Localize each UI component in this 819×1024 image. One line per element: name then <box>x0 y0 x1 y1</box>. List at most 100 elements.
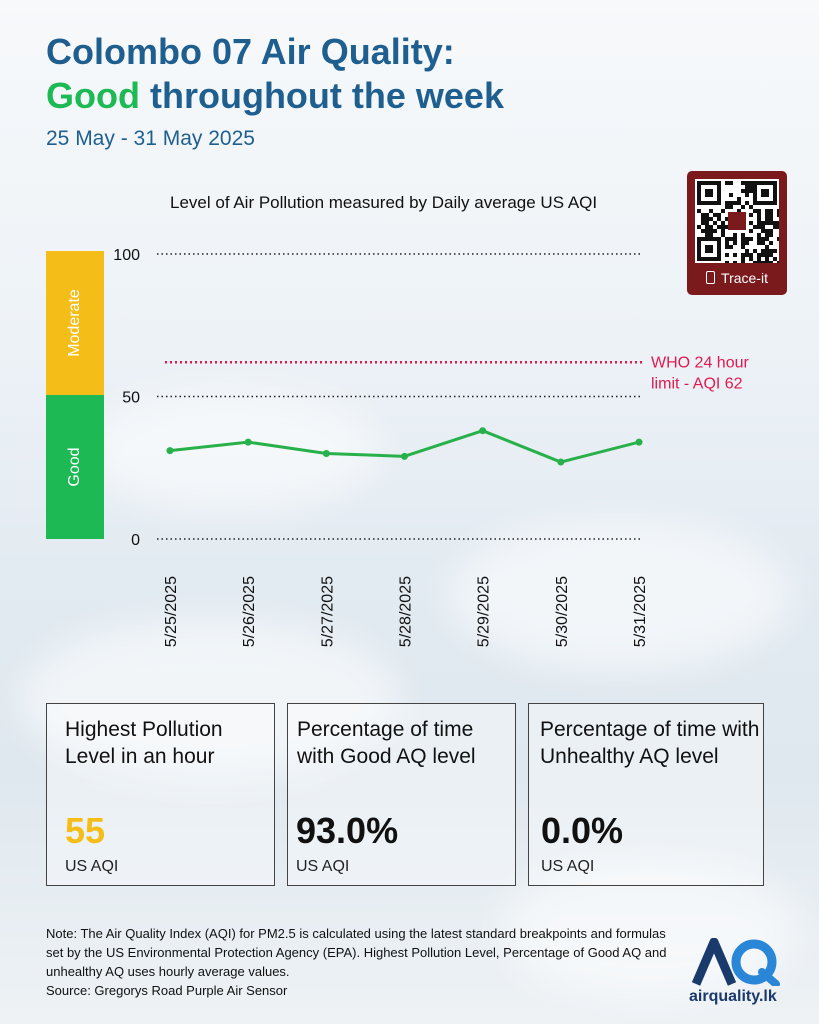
qr-module <box>729 201 733 205</box>
qr-module <box>725 181 729 185</box>
qr-module <box>741 189 745 193</box>
airquality-logo[interactable] <box>691 937 780 991</box>
data-point <box>479 427 487 435</box>
qr-module <box>728 212 746 230</box>
data-point <box>635 438 643 446</box>
y-tick-label: 100 <box>113 247 140 264</box>
qr-module <box>741 205 745 209</box>
chart-title: Level of Air Pollution measured by Daily… <box>170 193 598 212</box>
qr-module <box>745 193 749 197</box>
page-title: Colombo 07 Air Quality: Good throughout … <box>46 30 504 118</box>
qr-label-text: Trace-it <box>721 270 768 286</box>
qr-module <box>705 221 709 225</box>
qr-module <box>761 253 765 257</box>
title-good-word: Good <box>46 75 140 116</box>
qr-module <box>749 221 753 225</box>
stat-heading: Percentage of time with Unhealthy AQ lev… <box>540 718 760 768</box>
qr-module <box>717 225 721 229</box>
qr-module <box>757 241 761 245</box>
qr-module <box>709 217 713 221</box>
qr-module <box>729 237 733 241</box>
qr-module <box>773 257 777 261</box>
qr-module <box>741 245 745 249</box>
x-tick-label: 5/31/2025 <box>632 576 649 647</box>
qr-module <box>725 201 729 205</box>
qr-module <box>769 213 773 217</box>
x-tick-label: 5/29/2025 <box>476 576 493 647</box>
footer-note: Note: The Air Quality Index (AQI) for PM… <box>46 924 686 1000</box>
qr-module <box>705 233 709 237</box>
qr-module <box>737 197 741 201</box>
x-tick-label: 5/30/2025 <box>554 576 571 647</box>
qr-module <box>753 225 757 229</box>
qr-module <box>733 233 737 237</box>
qr-module <box>721 209 725 213</box>
x-tick-label: 5/27/2025 <box>319 576 336 647</box>
qr-module <box>761 241 765 245</box>
qr-module <box>769 221 773 225</box>
qr-module <box>761 249 765 253</box>
data-point <box>401 452 408 460</box>
qr-module <box>705 229 709 233</box>
qr-module <box>745 241 749 245</box>
qr-module <box>765 209 769 213</box>
stat-unit: US AQI <box>296 858 350 875</box>
qr-module <box>757 209 761 213</box>
x-tick-label: 5/26/2025 <box>241 576 258 647</box>
qr-module <box>733 201 737 205</box>
qr-module <box>725 237 729 241</box>
qr-module <box>769 217 773 221</box>
qr-module <box>717 217 721 221</box>
qr-module <box>705 217 709 221</box>
stat-value: 55 <box>65 810 106 851</box>
qr-module <box>765 249 769 253</box>
qr-module <box>769 233 773 237</box>
qr-module <box>721 229 725 233</box>
who-limit-label-line1: WHO 24 hour <box>651 354 749 371</box>
qr-module <box>765 233 769 237</box>
qr-module <box>761 237 765 241</box>
y-tick-label: 0 <box>131 532 140 549</box>
moderate-band: Moderate <box>46 251 104 395</box>
qr-module <box>769 229 773 233</box>
qr-module <box>757 233 761 237</box>
qr-module <box>745 237 749 241</box>
stat-heading: Percentage of time with Good AQ level <box>297 718 476 768</box>
qr-module <box>765 245 769 249</box>
qr-module <box>769 253 773 257</box>
qr-code-panel[interactable]: Trace-it <box>687 171 787 295</box>
qr-module <box>717 213 721 217</box>
qr-module <box>701 213 705 217</box>
qr-module <box>765 229 769 233</box>
qr-module <box>749 237 753 241</box>
qr-module <box>733 237 737 241</box>
data-point <box>166 447 174 455</box>
qr-module <box>725 205 729 209</box>
qr-module <box>769 209 773 213</box>
qr-module <box>765 237 769 241</box>
qr-module <box>709 233 713 237</box>
qr-module <box>741 237 745 241</box>
qr-module <box>725 217 729 221</box>
qr-module <box>753 209 757 213</box>
qr-module <box>757 237 761 241</box>
qr-module <box>697 209 701 213</box>
qr-module <box>761 189 769 197</box>
qr-module <box>749 257 753 261</box>
qr-module <box>765 221 769 225</box>
x-tick-label: 5/25/2025 <box>163 576 180 647</box>
qr-module <box>729 205 733 209</box>
title-line-1: Colombo 07 Air Quality: <box>46 31 455 72</box>
aq-logo-icon <box>691 937 780 988</box>
stat-heading: Highest Pollution Level in an hour <box>65 718 223 768</box>
qr-module <box>729 245 733 249</box>
qr-module <box>741 181 745 185</box>
qr-module <box>765 257 769 261</box>
qr-module <box>757 257 761 261</box>
qr-module <box>761 229 765 233</box>
qr-module <box>713 229 717 233</box>
qr-module <box>741 257 745 261</box>
qr-module <box>773 221 777 225</box>
qr-module <box>697 225 701 229</box>
qr-module <box>745 253 749 257</box>
